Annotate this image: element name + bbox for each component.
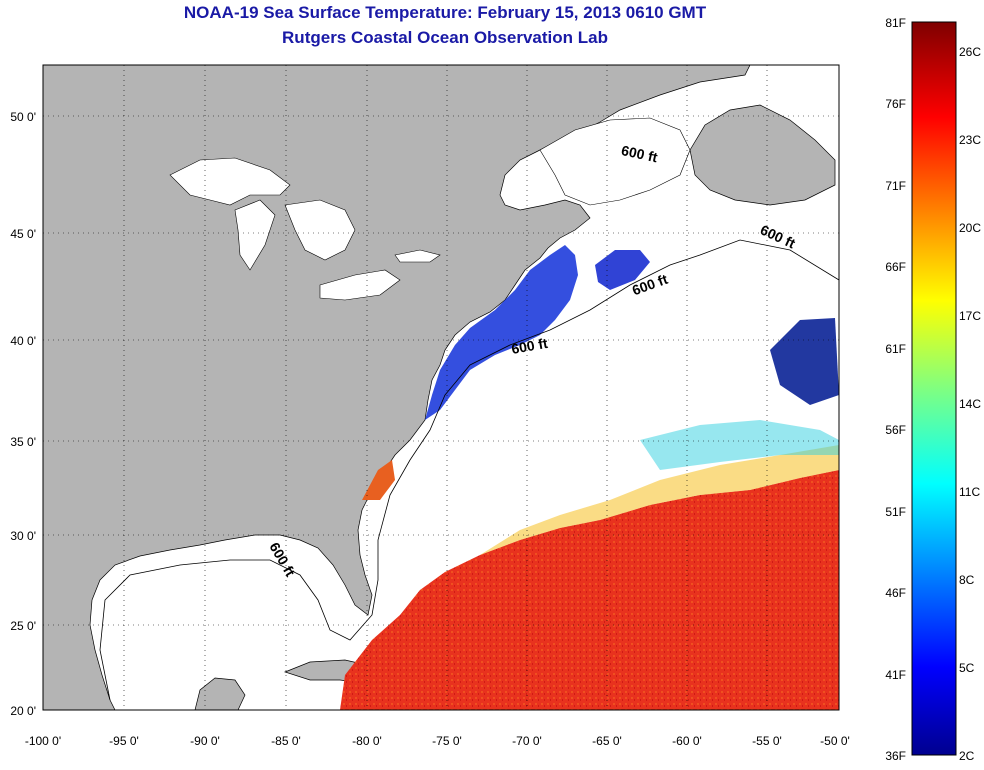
colorbar xyxy=(911,21,957,756)
lon-tick-label: -55 0' xyxy=(752,734,782,748)
contour-label-600ft: 600 ft xyxy=(620,142,659,165)
colorbar-c-label: 11C xyxy=(959,485,980,499)
colorbar-c-label: 5C xyxy=(959,661,975,675)
sst-gulf-stream-warm xyxy=(362,460,395,500)
colorbar-f-label: 51F xyxy=(885,505,906,519)
land-newfoundland xyxy=(689,104,836,206)
colorbar-c-label: 23C xyxy=(959,133,981,147)
colorbar-f-label: 76F xyxy=(885,97,906,111)
colorbar-c-labels: 26C 23C 20C 17C 14C 11C 8C 5C 2C xyxy=(959,45,981,763)
colorbar-f-label: 66F xyxy=(885,260,906,274)
lon-tick-label: -85 0' xyxy=(271,734,301,748)
sst-cyan-patches xyxy=(640,420,839,470)
map-frame xyxy=(42,64,840,711)
lat-tick-label: 30 0' xyxy=(10,529,36,543)
colorbar-f-label: 41F xyxy=(885,668,906,682)
lon-axis: -100 0' -95 0' -90 0' -85 0' -80 0' -75 … xyxy=(25,734,850,748)
lon-tick-label: -100 0' xyxy=(25,734,61,748)
colorbar-f-label: 61F xyxy=(885,342,906,356)
map-title: NOAA-19 Sea Surface Temperature: Februar… xyxy=(183,3,707,22)
lon-tick-label: -90 0' xyxy=(190,734,220,748)
colorbar-c-label: 17C xyxy=(959,309,981,323)
colorbar-f-label: 36F xyxy=(885,749,906,763)
st-lawrence-gulf xyxy=(539,117,691,206)
lat-tick-label: 45 0' xyxy=(10,227,36,241)
lon-tick-label: -95 0' xyxy=(109,734,139,748)
colorbar-f-label: 71F xyxy=(885,179,906,193)
sst-cold-patch-gulf-maine xyxy=(595,250,650,290)
sst-transition-band xyxy=(480,445,839,555)
sst-cold-patch-east xyxy=(770,318,839,405)
great-lakes xyxy=(169,157,441,301)
land-yucatan xyxy=(194,677,246,710)
lat-tick-label: 20 0' xyxy=(10,704,36,718)
lat-axis: 20 0' 25 0' 30 0' 35 0' 40 0' 45 0' 50 0… xyxy=(10,110,36,718)
land-north-america xyxy=(43,65,751,710)
lat-tick-label: 25 0' xyxy=(10,619,36,633)
lat-tick-label: 50 0' xyxy=(10,110,36,124)
sst-cold-band xyxy=(425,245,578,420)
colorbar-c-label: 2C xyxy=(959,749,975,763)
colorbar-c-label: 8C xyxy=(959,573,975,587)
colorbar-c-label: 26C xyxy=(959,45,981,59)
lon-tick-label: -60 0' xyxy=(672,734,702,748)
colorbar-c-label: 14C xyxy=(959,397,981,411)
colorbar-f-label: 81F xyxy=(885,16,906,30)
colorbar-f-label: 56F xyxy=(885,423,906,437)
lon-tick-label: -75 0' xyxy=(432,734,462,748)
colorbar-f-labels: 81F 76F 71F 66F 61F 56F 51F 46F 41F 36F xyxy=(885,16,906,763)
sst-warm-body xyxy=(340,470,839,710)
lon-tick-label: -80 0' xyxy=(352,734,382,748)
isobath-600ft-line xyxy=(99,239,839,701)
colorbar-f-label: 46F xyxy=(885,586,906,600)
lat-tick-label: 40 0' xyxy=(10,334,36,348)
contour-label-600ft: 600 ft xyxy=(510,335,549,357)
lon-tick-label: -50 0' xyxy=(820,734,850,748)
map-subtitle: Rutgers Coastal Ocean Observation Lab xyxy=(282,28,608,47)
lon-tick-label: -65 0' xyxy=(592,734,622,748)
map-panel xyxy=(43,65,839,710)
colorbar-c-label: 20C xyxy=(959,221,981,235)
lon-tick-label: -70 0' xyxy=(512,734,542,748)
lat-tick-label: 35 0' xyxy=(10,435,36,449)
